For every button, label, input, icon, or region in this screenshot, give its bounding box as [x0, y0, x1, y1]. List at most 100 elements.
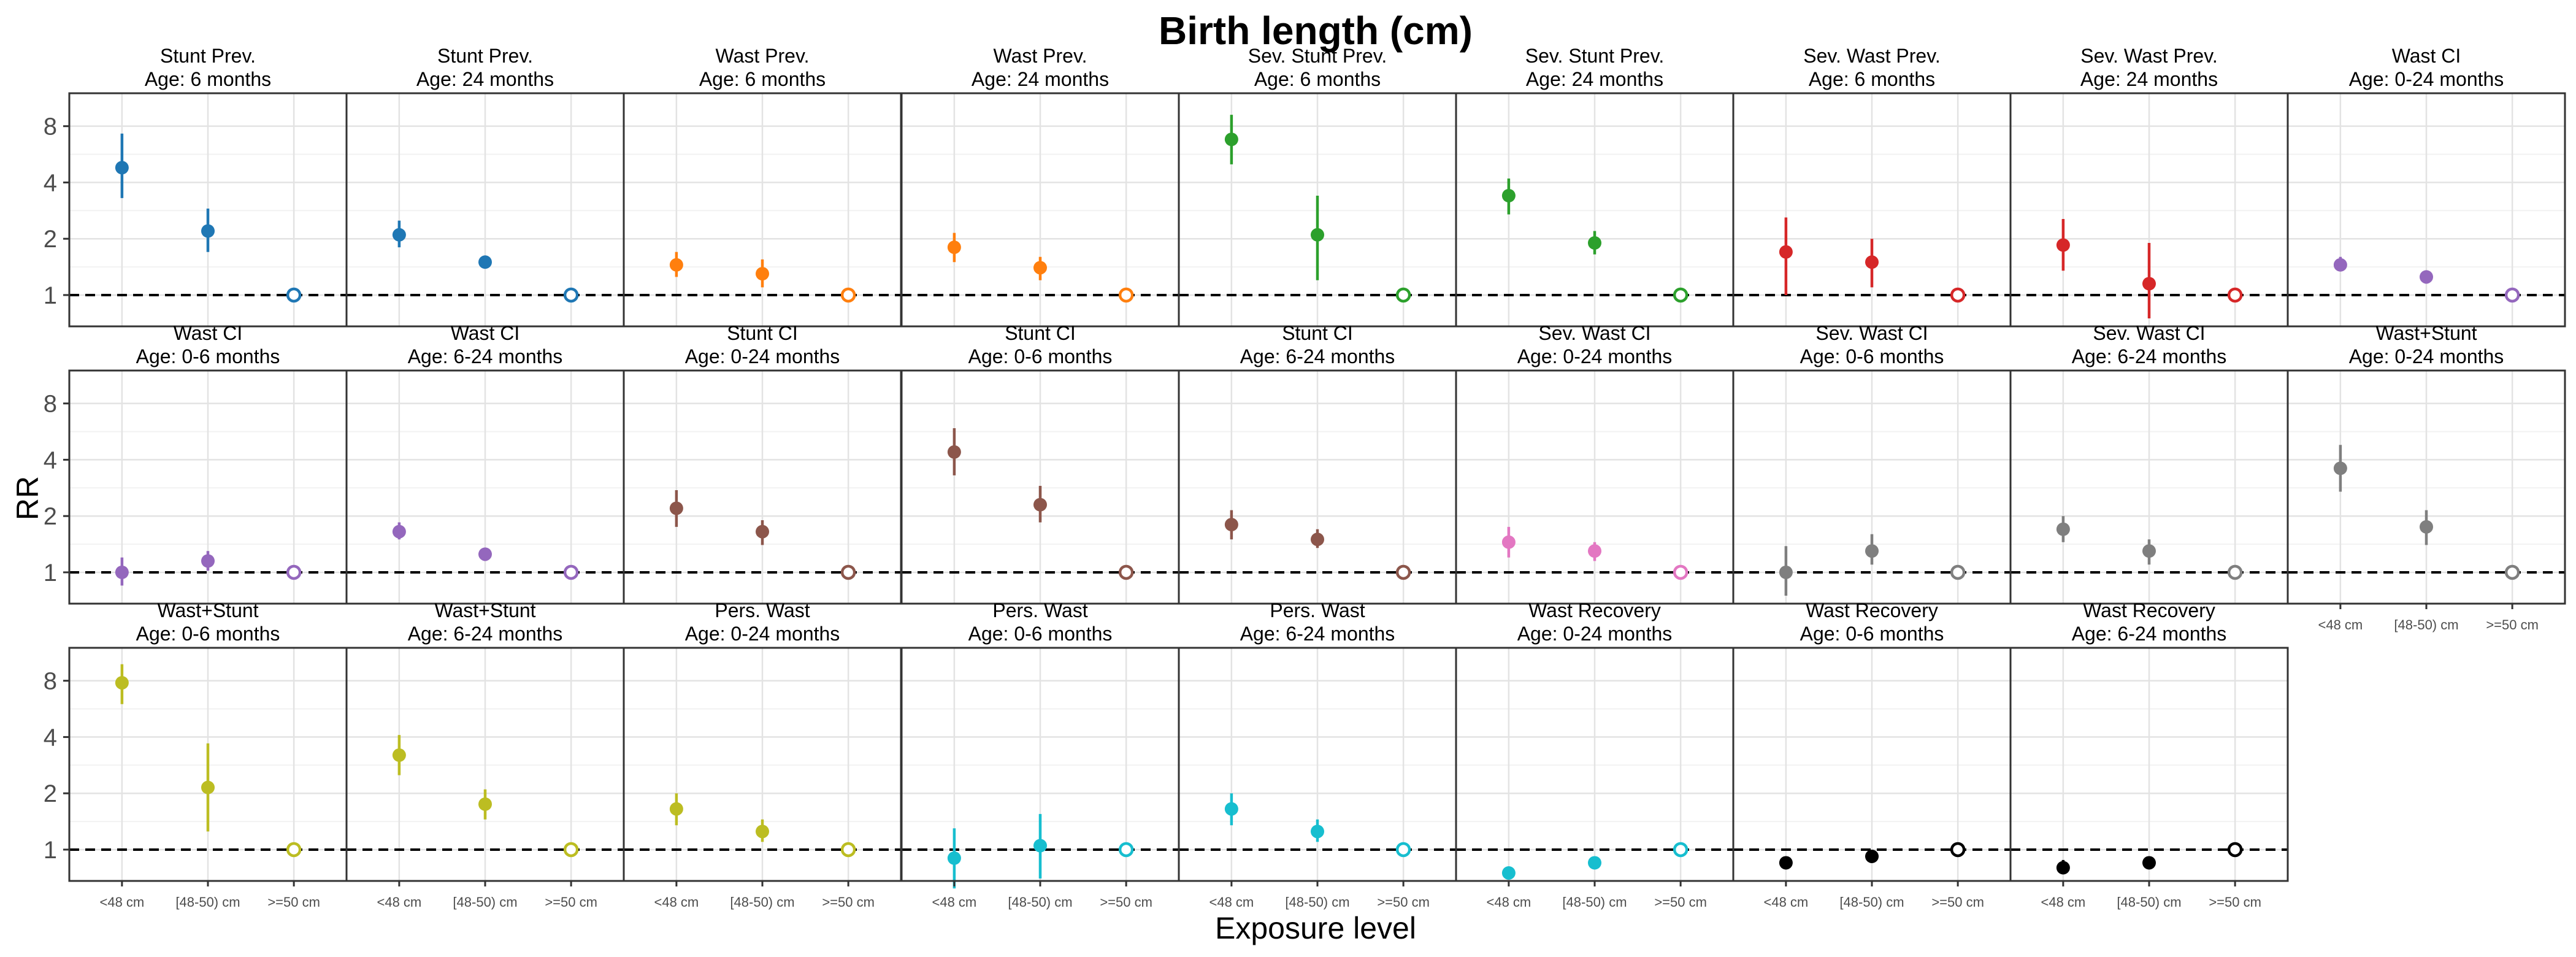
estimate-point	[1311, 228, 1324, 242]
estimate-point	[669, 802, 683, 816]
estimate-point	[1501, 188, 1516, 202]
panel-title: Wast+Stunt	[157, 599, 258, 621]
panel-subtitle: Age: 0-6 months	[136, 623, 280, 645]
panel-title: Wast CI	[174, 322, 243, 344]
estimate-point	[2333, 258, 2347, 272]
estimate-point	[2142, 277, 2156, 291]
panel-title: Sev. Wast CI	[1815, 322, 1928, 344]
y-tick-label: 1	[44, 559, 57, 586]
reference-point	[840, 842, 856, 858]
x-tick-label: >=50 cm	[1377, 894, 1430, 910]
y-tick-label: 4	[44, 447, 57, 474]
panel-subtitle: Age: 0-24 months	[685, 623, 840, 645]
panel-title: Wast CI	[451, 322, 520, 344]
y-tick-label: 8	[44, 668, 57, 695]
reference-point	[1118, 842, 1134, 858]
panel-subtitle: Age: 0-6 months	[1800, 345, 1944, 367]
x-tick-label: <48 cm	[377, 894, 421, 910]
estimate-point	[1501, 535, 1516, 549]
panel-subtitle: Age: 0-24 months	[2349, 68, 2504, 90]
panel-subtitle: Age: 0-24 months	[1517, 623, 1673, 645]
estimate-point	[1033, 498, 1047, 512]
reference-point	[1395, 564, 1411, 580]
estimate-point	[1033, 261, 1047, 275]
reference-point	[2227, 287, 2243, 303]
panel-subtitle: Age: 0-24 months	[1517, 345, 1673, 367]
panel-subtitle: Age: 0-6 months	[1800, 623, 1944, 645]
reference-point	[2227, 564, 2243, 580]
reference-point	[2504, 564, 2520, 580]
x-tick-label: [48-50) cm	[453, 894, 517, 910]
x-tick-label: <48 cm	[1763, 894, 1808, 910]
panel-subtitle: Age: 0-6 months	[968, 623, 1113, 645]
reference-point	[2504, 287, 2520, 303]
panel-subtitle: Age: 6-24 months	[1240, 623, 1395, 645]
estimate-point	[669, 501, 683, 515]
panel-subtitle: Age: 6 months	[1254, 68, 1381, 90]
y-tick-label: 8	[44, 113, 57, 140]
x-tick-label: [48-50) cm	[1008, 894, 1072, 910]
panel-subtitle: Age: 24 months	[972, 68, 1109, 90]
x-tick-label: <48 cm	[2318, 617, 2363, 632]
reference-point	[2227, 842, 2243, 858]
x-tick-label: >=50 cm	[1100, 894, 1152, 910]
x-tick-label: <48 cm	[654, 894, 699, 910]
reference-point	[840, 287, 856, 303]
x-tick-label: <48 cm	[99, 894, 144, 910]
estimate-point	[1311, 824, 1324, 839]
estimate-point	[392, 748, 406, 762]
reference-point	[1950, 287, 1966, 303]
reference-point	[1118, 287, 1134, 303]
panel-title: Stunt Prev.	[437, 45, 533, 67]
y-tick-label: 4	[44, 724, 57, 751]
estimate-point	[1311, 532, 1324, 547]
x-tick-label: >=50 cm	[545, 894, 597, 910]
reference-point	[840, 564, 856, 580]
panel-subtitle: Age: 24 months	[2080, 68, 2218, 90]
reference-point	[1673, 287, 1689, 303]
estimate-point	[478, 255, 492, 269]
estimate-point	[1588, 856, 1601, 870]
estimate-point	[1865, 849, 1879, 863]
reference-point	[1950, 842, 1966, 858]
x-tick-label: >=50 cm	[267, 894, 320, 910]
estimate-point	[478, 797, 492, 811]
estimate-point	[1224, 133, 1238, 147]
estimate-point	[1779, 856, 1793, 870]
estimate-point	[756, 525, 769, 539]
y-tick-label: 2	[44, 226, 57, 253]
x-tick-label: [48-50) cm	[175, 894, 240, 910]
panel: Wast Prev.Age: 24 months	[900, 45, 1180, 328]
panel-title: Wast Prev.	[716, 45, 810, 67]
panel-subtitle: Age: 24 months	[1526, 68, 1663, 90]
estimate-point	[947, 851, 961, 865]
x-tick-label: >=50 cm	[2209, 894, 2261, 910]
estimate-point	[392, 525, 406, 539]
panel-title: Wast Recovery	[1528, 599, 1661, 621]
x-tick-label: <48 cm	[1209, 894, 1254, 910]
reference-point	[563, 564, 579, 580]
estimate-point	[201, 780, 215, 794]
panel-subtitle: Age: 6-24 months	[408, 345, 563, 367]
estimate-point	[2056, 861, 2070, 875]
panel-title: Stunt CI	[727, 322, 798, 344]
estimate-point	[1588, 544, 1601, 558]
y-tick-label: 8	[44, 391, 57, 418]
reference-point	[563, 287, 579, 303]
estimate-point	[1224, 518, 1238, 532]
panel: Sev. Wast Prev.Age: 6 months	[1732, 45, 2012, 328]
reference-point	[1673, 564, 1689, 580]
estimate-point	[1224, 802, 1238, 816]
reference-point	[1395, 842, 1411, 858]
panel-title: Stunt CI	[1282, 322, 1353, 344]
